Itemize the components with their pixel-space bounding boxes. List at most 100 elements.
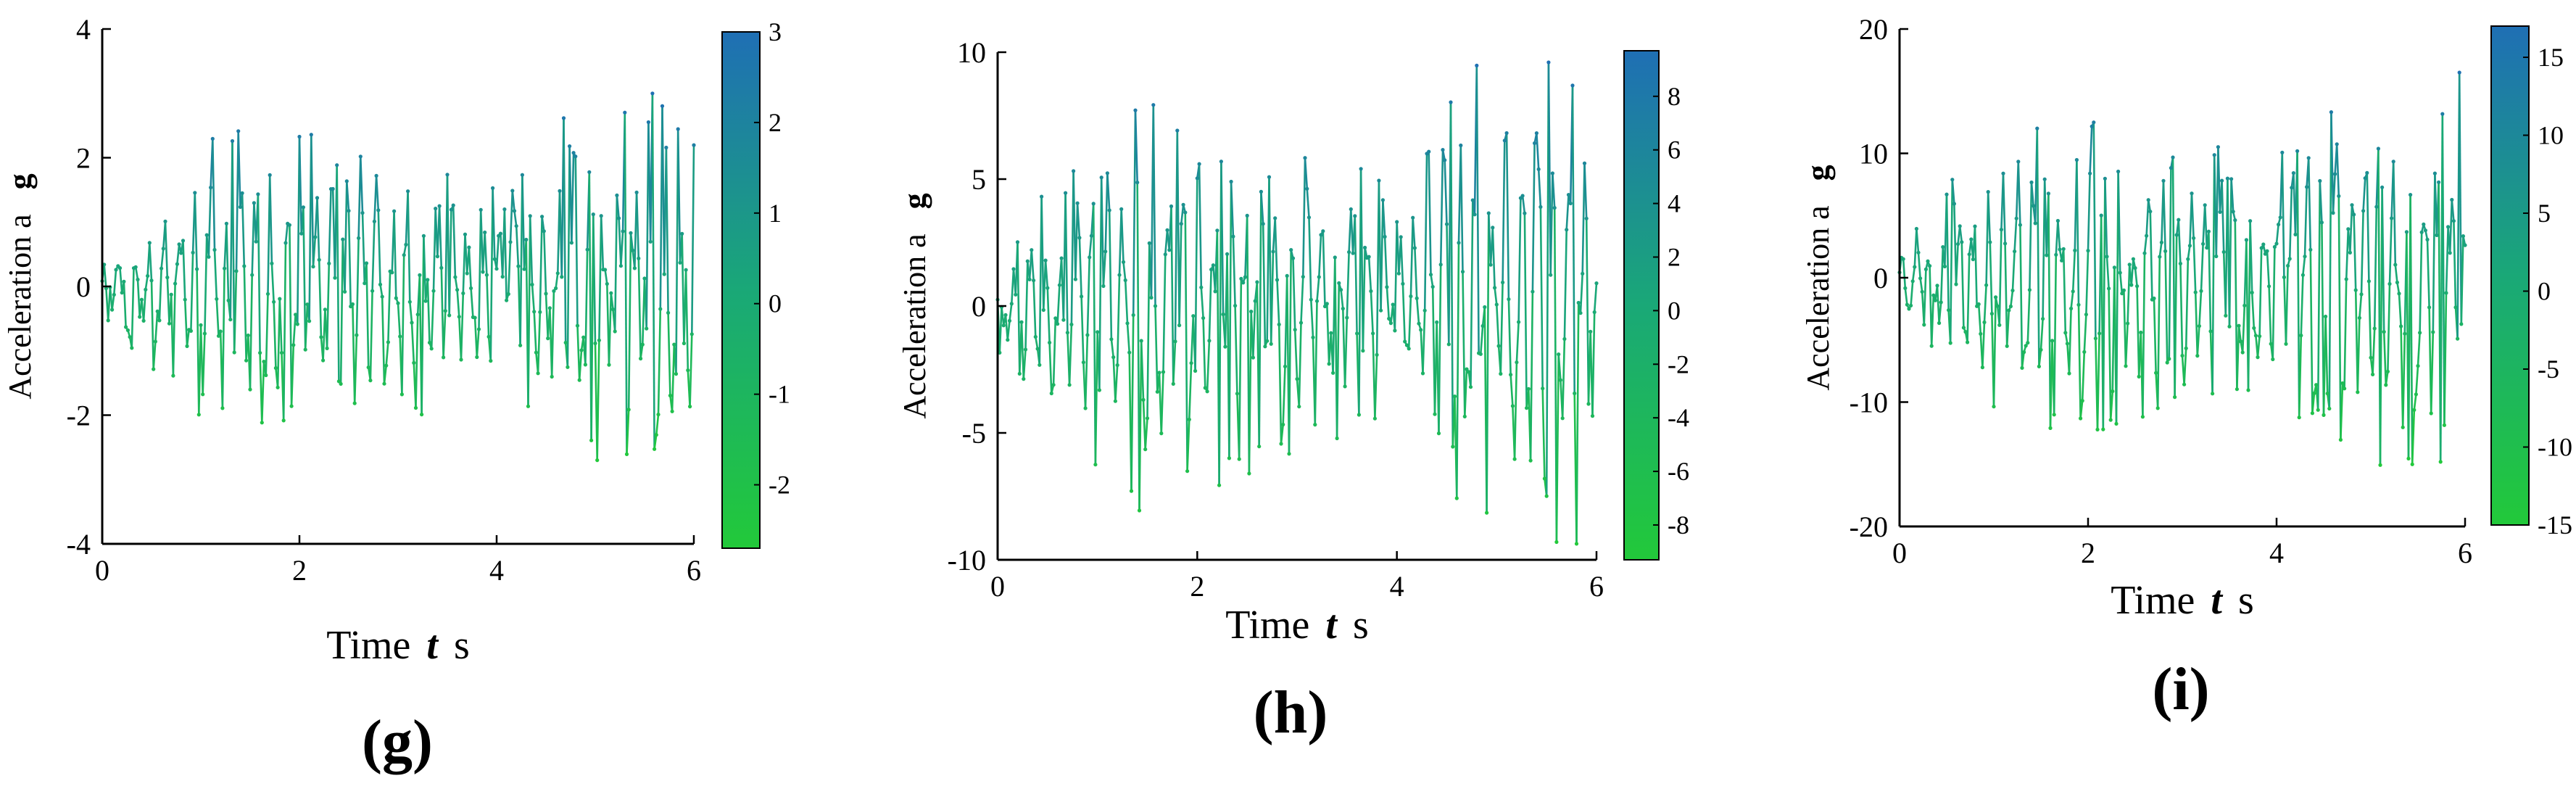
series-segment <box>578 350 583 381</box>
series-segment <box>410 322 415 363</box>
data-point <box>1015 240 1020 244</box>
data-point <box>1231 234 1235 239</box>
series-segment <box>2026 289 2031 343</box>
data-point <box>1997 323 2002 327</box>
series-segment <box>2426 239 2430 307</box>
data-point <box>273 365 278 371</box>
colorbar-tick-label: -8 <box>1668 510 1689 540</box>
series-segment <box>2368 281 2372 358</box>
data-point <box>1929 344 1934 348</box>
series-segment <box>134 267 139 280</box>
series-segment <box>1343 318 1349 386</box>
data-point <box>2171 155 2175 160</box>
data-point <box>1533 141 1537 146</box>
data-point <box>1457 241 1461 245</box>
series-segment <box>2019 225 2024 368</box>
data-point <box>2284 342 2288 346</box>
data-point <box>479 207 483 212</box>
data-point <box>202 331 207 336</box>
data-point <box>1939 300 1943 305</box>
data-point <box>2376 146 2380 151</box>
data-point <box>279 350 284 355</box>
series-segment <box>2250 292 2256 328</box>
data-point <box>491 186 495 190</box>
series-segment <box>1252 301 1256 358</box>
data-point <box>1544 494 1549 498</box>
series-segment <box>1539 207 1544 389</box>
series-segment <box>318 260 323 337</box>
data-point <box>1359 167 1363 171</box>
series-segment <box>613 195 618 332</box>
x-tick-label: 6 <box>2458 537 2472 569</box>
data-point <box>1279 442 1283 446</box>
data-point <box>347 209 351 213</box>
data-point <box>1223 344 1227 349</box>
data-point <box>2350 203 2354 207</box>
data-point <box>1483 305 1487 310</box>
data-point <box>1061 318 1066 322</box>
series-segment <box>2089 126 2093 174</box>
data-point <box>489 359 493 363</box>
data-point <box>1293 328 1297 332</box>
data-point <box>1299 321 1304 325</box>
data-point <box>1089 233 1093 238</box>
data-point <box>467 245 471 249</box>
data-point <box>1922 323 1926 327</box>
data-point <box>555 271 560 276</box>
data-point <box>2271 357 2275 362</box>
data-point <box>1309 297 1313 302</box>
data-point <box>2374 204 2379 209</box>
series-segment <box>401 255 405 394</box>
data-point <box>2013 249 2017 254</box>
series-segment <box>651 93 655 450</box>
data-point <box>1995 304 2000 308</box>
series-segment <box>1585 218 1590 405</box>
data-point <box>1399 235 1403 239</box>
data-point <box>1038 363 1042 367</box>
series-segment <box>302 207 307 350</box>
series-segment <box>1074 203 1079 280</box>
series-segment <box>1992 297 1997 407</box>
series-segment <box>426 279 431 343</box>
data-point <box>1994 295 1998 299</box>
data-point <box>2060 258 2064 262</box>
data-point <box>607 363 611 367</box>
data-point <box>1427 149 1431 154</box>
data-point <box>1933 298 1937 302</box>
colorbar-tick-label: 4 <box>1668 189 1681 218</box>
data-point <box>333 276 337 280</box>
data-point <box>1064 191 1068 195</box>
series-segment <box>2332 173 2336 213</box>
series-segment <box>2083 314 2087 352</box>
data-point <box>510 189 515 193</box>
data-point <box>1141 397 1146 402</box>
data-point <box>363 281 367 286</box>
data-point <box>1091 202 1096 206</box>
y-axis-label-main: Acceleration a <box>897 233 932 418</box>
series-segment <box>2017 161 2021 226</box>
series-segment <box>566 146 571 368</box>
series-segment <box>194 192 198 270</box>
data-point <box>554 286 558 291</box>
series-segment <box>2335 144 2340 197</box>
data-point <box>2340 381 2345 386</box>
data-point <box>2324 314 2328 319</box>
series-segment <box>513 210 518 226</box>
data-point <box>1357 413 1361 417</box>
series-segment <box>1056 285 1061 324</box>
series-segment <box>627 233 632 410</box>
y-tick-label: 4 <box>76 13 91 46</box>
series-segment <box>1370 291 1374 334</box>
series-segment <box>1198 164 1203 288</box>
series-segment <box>369 291 373 381</box>
series-segment <box>2358 294 2363 318</box>
series-segment <box>2208 231 2212 331</box>
data-point <box>2055 218 2060 223</box>
data-point <box>2261 242 2266 247</box>
data-point <box>1245 213 1249 218</box>
data-point <box>1536 167 1541 171</box>
data-point <box>173 281 178 286</box>
data-point <box>1285 273 1289 278</box>
data-point <box>1085 333 1090 337</box>
series-segment <box>2004 243 2008 347</box>
